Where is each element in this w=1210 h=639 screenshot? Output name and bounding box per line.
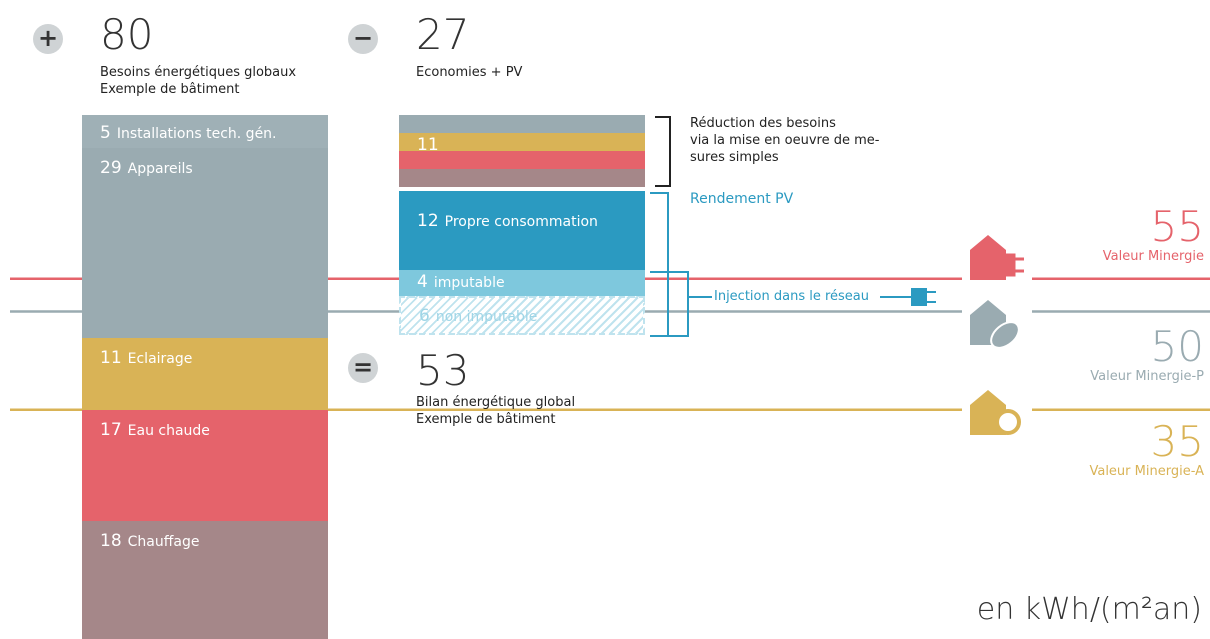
savings-column: 11 12 Propre consommation 4 imputable 6 non im… bbox=[399, 115, 645, 345]
segment-value: 11 bbox=[100, 347, 122, 368]
sun-icon bbox=[995, 409, 1021, 435]
segment-text: Propre consommation bbox=[444, 214, 598, 231]
result-title: Bilan énergétique global bbox=[416, 395, 576, 410]
segment: 12 Propre consommation bbox=[399, 191, 645, 270]
stripe bbox=[399, 133, 645, 151]
left-subtitle: Exemple de bâtiment bbox=[100, 82, 240, 97]
segment-value: 6 bbox=[419, 306, 430, 327]
stripe bbox=[399, 115, 645, 133]
segment-text: Chauffage bbox=[127, 534, 200, 551]
stripe bbox=[399, 151, 645, 170]
standard-value: 50 bbox=[1150, 322, 1204, 371]
segment-label: 4 imputable bbox=[417, 272, 505, 292]
segment-label: 6 non imputable bbox=[419, 306, 537, 326]
segment: 4 imputable bbox=[399, 269, 645, 296]
reduction-note: Réduction des besoins via la mise en oeu… bbox=[690, 115, 879, 166]
leaf-icon bbox=[990, 321, 1020, 349]
segment-text: Eclairage bbox=[127, 350, 193, 367]
segment-value: 17 bbox=[100, 419, 122, 440]
segment: 6 non imputable bbox=[399, 295, 645, 336]
unit: en kWh/(m²an) bbox=[976, 592, 1202, 627]
injection-plug bbox=[880, 288, 936, 306]
note-line: Réduction des besoins bbox=[690, 116, 836, 131]
segment-label: 29 Appareils bbox=[100, 158, 193, 178]
segment-value: 5 bbox=[100, 123, 111, 144]
segment-value: 11 bbox=[417, 135, 439, 155]
standard-label: 55 Valeur Minergie bbox=[1096, 202, 1204, 264]
standard-text: Valeur Minergie-P bbox=[1090, 369, 1204, 384]
segment: 5 Installations tech. gén. bbox=[82, 115, 328, 148]
segment: 18 Chauffage bbox=[82, 521, 328, 639]
injection-label: Injection dans le réseau bbox=[712, 288, 872, 305]
segment-text: Appareils bbox=[127, 160, 193, 177]
standard-text: Valeur Minergie bbox=[1102, 249, 1204, 264]
segment-label: 18 Chauffage bbox=[100, 531, 199, 551]
segment-text: Installations tech. gén. bbox=[116, 126, 277, 143]
reduction-block: 11 bbox=[399, 115, 645, 188]
segment: 11 Eclairage bbox=[82, 337, 328, 410]
segment-value: 4 bbox=[417, 271, 428, 292]
plus-sign: + bbox=[33, 24, 63, 54]
equals-sign: = bbox=[348, 353, 378, 383]
segment-text: imputable bbox=[433, 274, 505, 291]
segment-label: 12 Propre consommation bbox=[417, 211, 598, 231]
stripe bbox=[399, 169, 645, 188]
result-total: 53 bbox=[416, 346, 470, 395]
result-subtitle: Exemple de bâtiment bbox=[416, 412, 556, 427]
standard-label: 50 Valeur Minergie-P bbox=[1084, 325, 1204, 384]
middle-total: 27 bbox=[416, 10, 470, 59]
injection-bracket bbox=[650, 271, 712, 337]
standard-label: 35 Valeur Minergie-A bbox=[1083, 420, 1204, 479]
plug-icon bbox=[992, 253, 1024, 277]
left-title: Besoins énergétiques globaux bbox=[100, 65, 297, 80]
note-line: sures simples bbox=[690, 150, 779, 165]
segment-text: Eau chaude bbox=[127, 422, 210, 439]
segment: 17 Eau chaude bbox=[82, 409, 328, 522]
reduction-bracket bbox=[655, 116, 671, 187]
pv-title: Rendement PV bbox=[690, 191, 794, 207]
note-line: via la mise en oeuvre de me- bbox=[690, 133, 880, 148]
segment: 29 Appareils bbox=[82, 147, 328, 338]
segment-value: 18 bbox=[100, 531, 122, 552]
standard-value: 55 bbox=[1150, 202, 1204, 251]
minus-sign: − bbox=[348, 24, 378, 54]
left-total: 80 bbox=[100, 10, 154, 59]
segment-text: non imputable bbox=[435, 309, 538, 326]
segment-label: 5 Installations tech. gén. bbox=[100, 123, 277, 143]
pv-bracket bbox=[650, 192, 669, 337]
segment-value: 12 bbox=[417, 211, 439, 232]
middle-title: Economies + PV bbox=[416, 65, 523, 80]
needs-column: 5 Installations tech. gén. 29 Appareils 11 Ec… bbox=[82, 115, 328, 639]
standard-value: 35 bbox=[1150, 417, 1204, 466]
segment-value: 29 bbox=[100, 157, 122, 178]
segment-label: 11 Eclairage bbox=[100, 348, 192, 368]
standard-text: Valeur Minergie-A bbox=[1089, 464, 1204, 479]
segment-label: 17 Eau chaude bbox=[100, 420, 210, 440]
